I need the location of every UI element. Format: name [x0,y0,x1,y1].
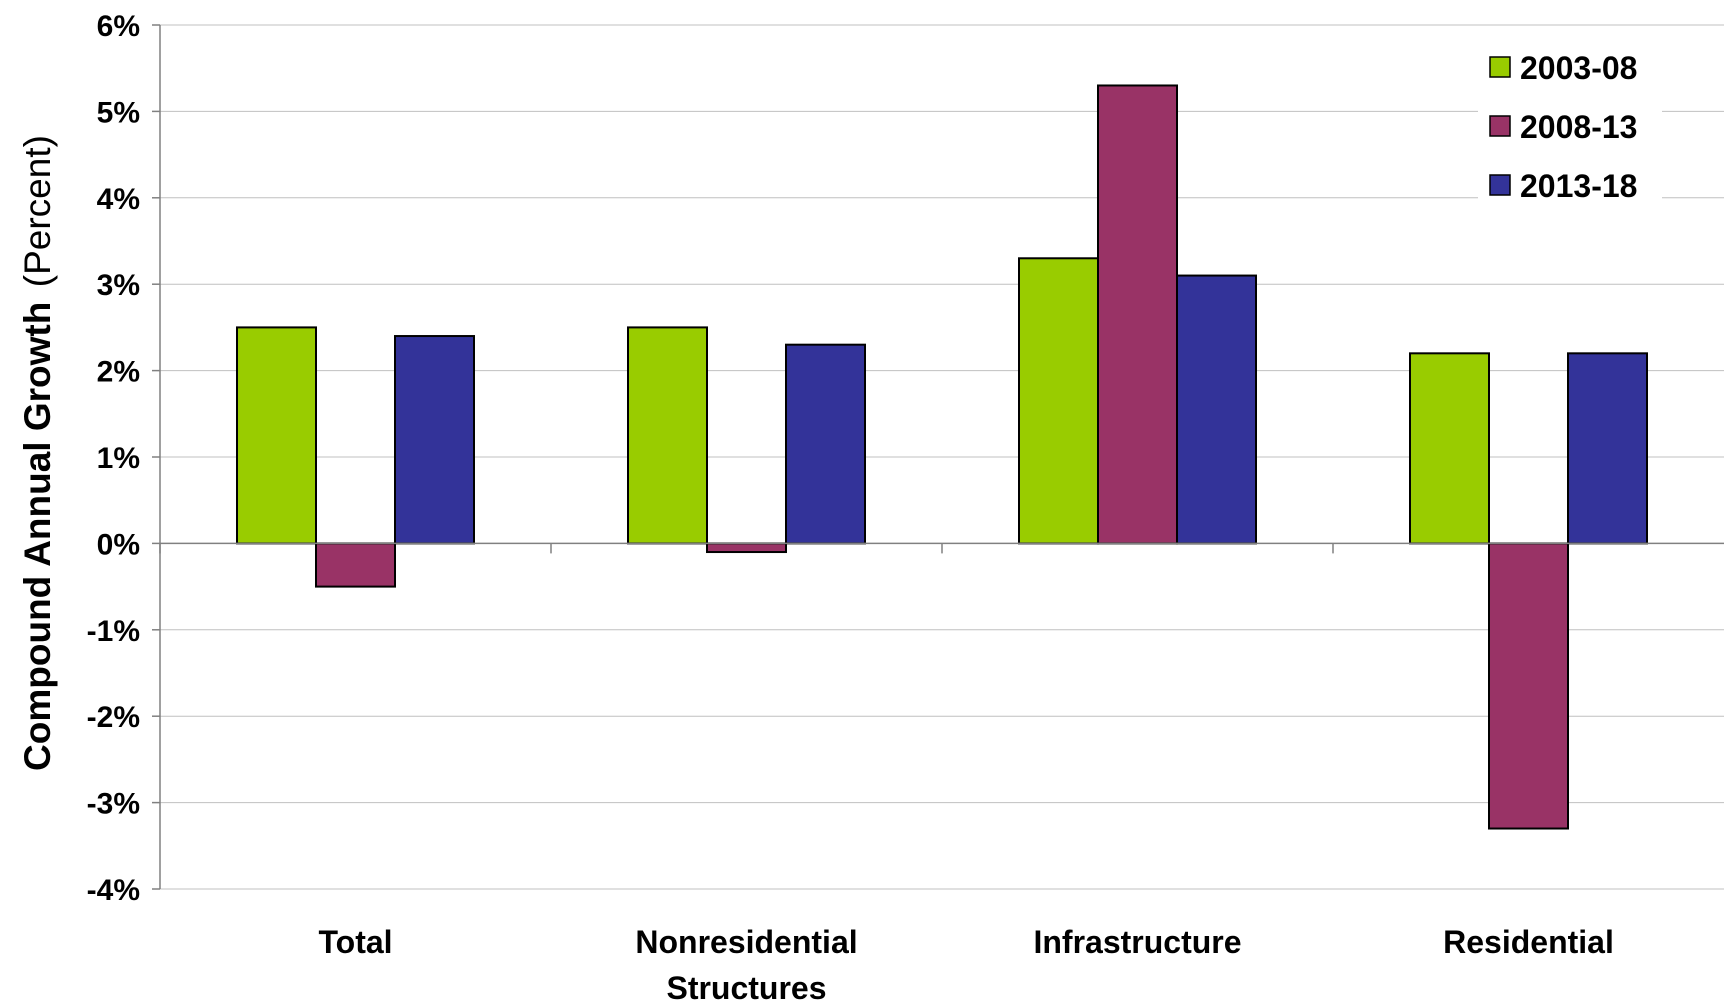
x-tick-label: Structures [666,970,826,1004]
legend-swatch [1489,115,1511,137]
y-tick-label: 3% [97,269,140,302]
x-tick-label: Infrastructure [1033,924,1241,960]
bar-2013-18-residential [1567,352,1648,545]
legend-swatch [1489,174,1511,196]
bar-2013-18-infrastructure [1176,274,1257,545]
bar-2003-08-residential [1409,352,1490,545]
y-axis-title-unit: (Percent) [17,135,58,287]
x-tick-label: Residential [1443,924,1614,960]
y-axis-title-main: Compound Annual Growth [17,302,58,771]
bar-2008-13-infrastructure [1097,84,1178,545]
bar-2013-18-total [394,335,475,545]
y-axis-title: Compound Annual Growth (Percent) [17,135,58,771]
x-tick-label: Total [318,924,392,960]
y-axis-label: Compound Annual Growth (Percent) [17,135,58,771]
bar-2008-13-residential [1488,542,1569,830]
axes [152,24,1724,890]
bar-2003-08-nonresidential-structures [627,326,708,545]
y-tick-label: 6% [97,10,140,43]
y-tick-label: -1% [87,615,140,648]
y-tick-label: -3% [87,788,140,821]
x-tick-label: Nonresidential [635,924,857,960]
legend-label: 2003-08 [1520,50,1637,86]
bar-2008-13-nonresidential-structures [706,542,787,554]
y-tick-label: 2% [97,356,140,389]
y-tick-labels: 6% 5% 4% 3% 2% 1% 0% -1% -2% -3% -4% [87,10,140,907]
y-tick-label: 1% [97,442,140,475]
y-tick-label: -2% [87,701,140,734]
bar-2008-13-total [315,542,396,588]
y-tick-label: 0% [97,528,140,561]
y-tick-label: 5% [97,96,140,129]
bar-2013-18-nonresidential-structures [785,343,866,545]
x-tick-labels: Total Nonresidential Structures Infrastruct… [318,924,1613,1004]
legend-label: 2008-13 [1520,109,1637,145]
legend: 2003-08 2008-13 2013-18 [1478,40,1662,208]
bar-2003-08-infrastructure [1018,257,1099,545]
bar-2003-08-total [236,326,317,545]
legend-swatch [1489,56,1511,78]
legend-label: 2013-18 [1520,168,1637,204]
y-tick-label: -4% [87,874,140,907]
y-tick-label: 4% [97,183,140,216]
